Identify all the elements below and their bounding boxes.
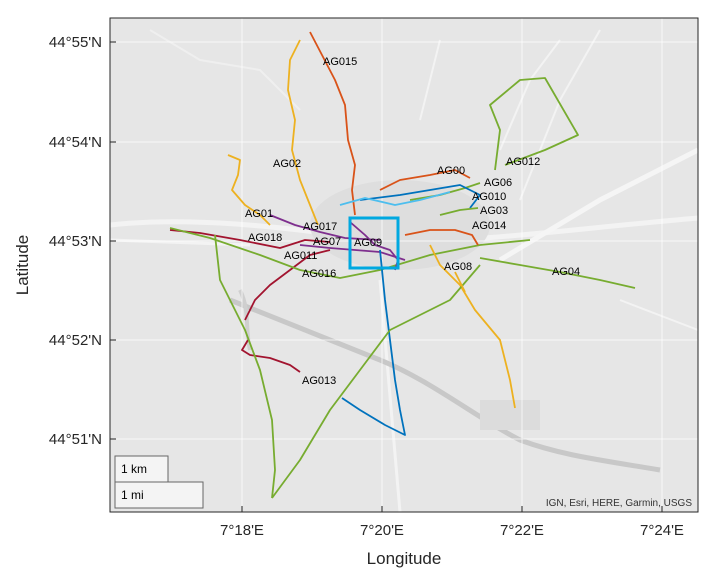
route-labels: AG015 AG02 AG01 AG018 AG017 AG07 AG011 A…	[245, 56, 580, 387]
route-label-ag06: AG06	[484, 177, 512, 189]
route-line-ag02	[287, 39, 319, 226]
route-line-ag04	[479, 257, 636, 289]
route-line-ag07	[299, 244, 406, 261]
x-tick-label: 7°24'E	[640, 522, 684, 539]
map-attribution: IGN, Esri, HERE, Garmin, USGS	[546, 498, 692, 509]
route-line-ag015	[309, 31, 356, 216]
route-label-ag02: AG02	[273, 158, 301, 170]
route-line-southwest-green	[214, 234, 276, 499]
route-label-ag016: AG016	[302, 268, 336, 280]
axes-box	[109, 17, 699, 513]
route-line-ag06	[409, 182, 481, 201]
route-line-ag08	[429, 244, 516, 409]
route-lines	[169, 31, 636, 499]
y-axis-title: Latitude	[13, 235, 32, 296]
x-tick-label: 7°22'E	[500, 522, 544, 539]
route-label-ag017: AG017	[303, 221, 337, 233]
route-line-ag011	[244, 249, 331, 321]
y-tick-label: 44°51'N	[49, 431, 102, 448]
selection-box	[348, 216, 400, 270]
y-tick-label: 44°55'N	[49, 34, 102, 51]
route-line-ag01	[227, 154, 271, 226]
x-tick-label: 7°18'E	[220, 522, 264, 539]
route-label-ag012: AG012	[506, 156, 540, 168]
route-line-ag014	[404, 229, 479, 246]
x-axis-title: Longitude	[367, 549, 442, 568]
route-line-ag017	[269, 214, 381, 241]
route-label-ag07: AG07	[313, 236, 341, 248]
route-label-ag010: AG010	[472, 191, 506, 203]
y-tick-label: 44°54'N	[49, 134, 102, 151]
route-label-ag015: AG015	[323, 56, 357, 68]
route-label-ag04: AG04	[552, 266, 580, 278]
route-label-ag018: AG018	[248, 232, 282, 244]
scale-mi-label: 1 mi	[121, 488, 144, 502]
y-tick-labels: 44°55'N 44°54'N 44°53'N 44°52'N 44°51'N	[49, 34, 102, 448]
scale-km-label: 1 km	[121, 462, 147, 476]
route-line-ag016	[169, 227, 531, 279]
route-line-ag012	[489, 77, 579, 171]
route-line-south-green	[271, 264, 481, 499]
route-line-ag018	[169, 229, 331, 249]
route-line-center-lightblue	[339, 191, 451, 206]
x-tick-label: 7°20'E	[360, 522, 404, 539]
route-label-ag013: AG013	[302, 375, 336, 387]
route-label-ag08: AG08	[444, 261, 472, 273]
route-label-ag011: AG011	[284, 250, 317, 262]
y-tick-label: 44°53'N	[49, 233, 102, 250]
route-line-ag00	[379, 169, 471, 191]
basemap-features	[109, 29, 700, 513]
route-line-east-orange	[454, 271, 466, 293]
route-label-ag03: AG03	[480, 205, 508, 217]
x-tick-labels: 7°18'E 7°20'E 7°22'E 7°24'E	[220, 522, 684, 539]
route-line-south-blue	[341, 249, 406, 436]
route-label-ag01: AG01	[245, 208, 273, 220]
route-label-ag00: AG00	[437, 165, 465, 177]
route-line-ag010	[359, 184, 481, 209]
axis-ticks	[110, 41, 663, 512]
route-label-ag09: AG09	[354, 237, 382, 249]
route-label-ag014: AG014	[472, 220, 506, 232]
route-line-ag03	[439, 207, 479, 216]
route-line-ag013	[241, 339, 301, 373]
y-tick-label: 44°52'N	[49, 332, 102, 349]
scale-bar: 1 km 1 mi	[114, 455, 204, 509]
